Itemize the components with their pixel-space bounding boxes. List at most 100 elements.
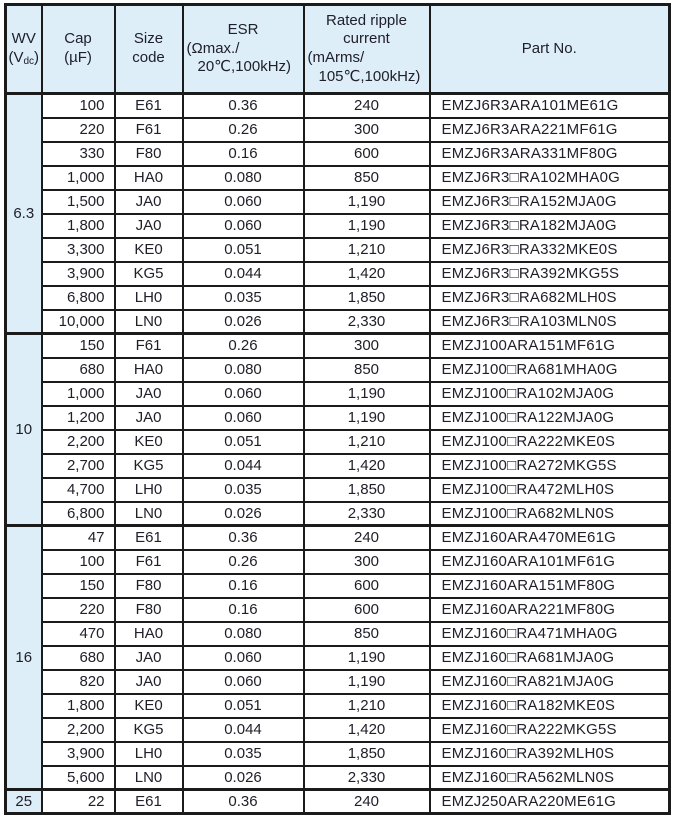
cap-cell: 2,200 [40, 716, 116, 743]
size-code-cell: LN0 [113, 764, 184, 791]
esr-cell: 0.035 [181, 476, 305, 503]
ripple-current-cell: 850 [302, 620, 431, 647]
ripple-current-cell: 300 [302, 548, 431, 575]
table-body: 6.3 100 E61 0.36 240 EMZJ6R3ARA101ME61G 220 F61… [4, 92, 671, 815]
table-row: 2,200 KE0 0.051 1,210 EMZJ100□RA222MKE0S [6, 428, 671, 455]
part-no-cell: EMZJ160□RA182MKE0S [428, 692, 671, 719]
cap-cell: 100 [40, 92, 116, 119]
cap-cell: 2,200 [40, 428, 116, 455]
size-code-cell: F61 [113, 332, 184, 359]
table-row: 25 22 E61 0.36 240 EMZJ250ARA220ME61G [4, 788, 671, 815]
header-ripple-line3: (mArms/ [307, 49, 365, 66]
ripple-current-cell: 1,210 [302, 236, 431, 263]
table-row: 330 F80 0.16 600 EMZJ6R3ARA331MF80G [6, 140, 671, 167]
esr-cell: 0.16 [181, 572, 305, 599]
cap-cell: 6,800 [40, 500, 116, 527]
esr-cell: 0.035 [181, 740, 305, 767]
table-row: 100 F61 0.26 300 EMZJ160ARA101MF61G [6, 548, 671, 575]
cap-cell: 100 [40, 548, 116, 575]
cap-cell: 330 [40, 140, 116, 167]
size-code-cell: KG5 [113, 452, 184, 479]
cap-cell: 820 [40, 668, 116, 695]
part-no-cell: EMZJ6R3ARA331MF80G [428, 140, 671, 167]
ripple-current-cell: 1,420 [302, 260, 431, 287]
header-wv-line1: WV [11, 30, 36, 48]
esr-cell: 0.051 [181, 428, 305, 455]
esr-cell: 0.044 [181, 260, 305, 287]
size-code-cell: F80 [113, 140, 184, 167]
ripple-current-cell: 2,330 [302, 308, 431, 335]
size-code-cell: E61 [113, 788, 184, 815]
header-cap: Cap (µF) [40, 3, 116, 95]
esr-cell: 0.060 [181, 188, 305, 215]
esr-cell: 0.36 [181, 524, 305, 551]
header-ripple-current: Rated ripple current (mArms/ 105℃,100kHz… [302, 3, 431, 95]
cap-cell: 1,200 [40, 404, 116, 431]
ripple-current-cell: 1,850 [302, 476, 431, 503]
esr-cell: 0.36 [181, 92, 305, 119]
esr-cell: 0.16 [181, 140, 305, 167]
table-row: 3,900 KG5 0.044 1,420 EMZJ6R3□RA392MKG5S [6, 260, 671, 287]
cap-cell: 220 [40, 596, 116, 623]
header-cap-line1: Cap [64, 30, 92, 48]
header-part-line1: Part No. [521, 39, 577, 57]
esr-cell: 0.080 [181, 356, 305, 383]
header-esr-line2: (Ωmax./ [186, 39, 240, 57]
ripple-current-cell: 1,190 [302, 668, 431, 695]
ripple-current-cell: 2,330 [302, 764, 431, 791]
part-no-cell: EMZJ6R3□RA332MKE0S [428, 236, 671, 263]
cap-cell: 1,800 [40, 212, 116, 239]
part-no-cell: EMZJ160□RA562MLN0S [428, 764, 671, 791]
esr-cell: 0.26 [181, 332, 305, 359]
part-no-cell: EMZJ250ARA220ME61G [428, 788, 671, 815]
table-row: 6.3 100 E61 0.36 240 EMZJ6R3ARA101ME61G [4, 92, 671, 335]
size-code-cell: KE0 [113, 236, 184, 263]
size-code-cell: LH0 [113, 284, 184, 311]
size-code-cell: LH0 [113, 740, 184, 767]
ripple-current-cell: 1,190 [302, 188, 431, 215]
esr-cell: 0.080 [181, 620, 305, 647]
esr-cell: 0.026 [181, 308, 305, 335]
part-no-cell: EMZJ100□RA682MLN0S [428, 500, 671, 527]
esr-cell: 0.36 [181, 788, 305, 815]
cap-cell: 1,000 [40, 164, 116, 191]
header-part-no: Part No. [428, 3, 671, 95]
esr-cell: 0.16 [181, 596, 305, 623]
cap-cell: 220 [40, 116, 116, 143]
capacitor-spec-table: WV (Vdc) Cap (µF) Size code ESR (Ωmax./ … [4, 3, 671, 815]
ripple-current-cell: 600 [302, 572, 431, 599]
size-code-cell: HA0 [113, 164, 184, 191]
part-no-cell: EMZJ100□RA222MKE0S [428, 428, 671, 455]
esr-cell: 0.051 [181, 236, 305, 263]
wv-group-cell: 10 [4, 332, 43, 527]
part-no-cell: EMZJ100□RA272MKG5S [428, 452, 671, 479]
size-code-cell: JA0 [113, 404, 184, 431]
table-row: 1,800 KE0 0.051 1,210 EMZJ160□RA182MKE0S [6, 692, 671, 719]
cap-cell: 22 [40, 788, 116, 815]
ripple-current-cell: 1,210 [302, 428, 431, 455]
cap-cell: 150 [40, 572, 116, 599]
ripple-current-cell: 1,420 [302, 452, 431, 479]
header-wv-line2: (Vdc) [8, 49, 40, 67]
ripple-current-cell: 240 [302, 92, 431, 119]
size-code-cell: KE0 [113, 692, 184, 719]
size-code-cell: HA0 [113, 620, 184, 647]
cap-cell: 1,000 [40, 380, 116, 407]
table-row: 16 47 E61 0.36 240 EMZJ160ARA470ME61G [4, 524, 671, 791]
part-no-cell: EMZJ6R3□RA182MJA0G [428, 212, 671, 239]
part-no-cell: EMZJ6R3□RA102MHA0G [428, 164, 671, 191]
table-row: 2,200 KG5 0.044 1,420 EMZJ160□RA222MKG5S [6, 716, 671, 743]
cap-cell: 1,500 [40, 188, 116, 215]
header-esr-line3: 20℃,100kHz) [197, 58, 292, 76]
header-ripple-line4: 105℃,100kHz) [318, 67, 421, 85]
esr-cell: 0.060 [181, 668, 305, 695]
part-no-cell: EMZJ160ARA151MF80G [428, 572, 671, 599]
table-row: 220 F61 0.26 300 EMZJ6R3ARA221MF61G [6, 116, 671, 143]
table-row: 2,700 KG5 0.044 1,420 EMZJ100□RA272MKG5S [6, 452, 671, 479]
cap-cell: 470 [40, 620, 116, 647]
table-row: 6,800 LN0 0.026 2,330 EMZJ100□RA682MLN0S [6, 500, 671, 527]
table-row: 150 F80 0.16 600 EMZJ160ARA151MF80G [6, 572, 671, 599]
cap-cell: 1,800 [40, 692, 116, 719]
ripple-current-cell: 300 [302, 332, 431, 359]
header-size-line2: code [132, 49, 165, 66]
